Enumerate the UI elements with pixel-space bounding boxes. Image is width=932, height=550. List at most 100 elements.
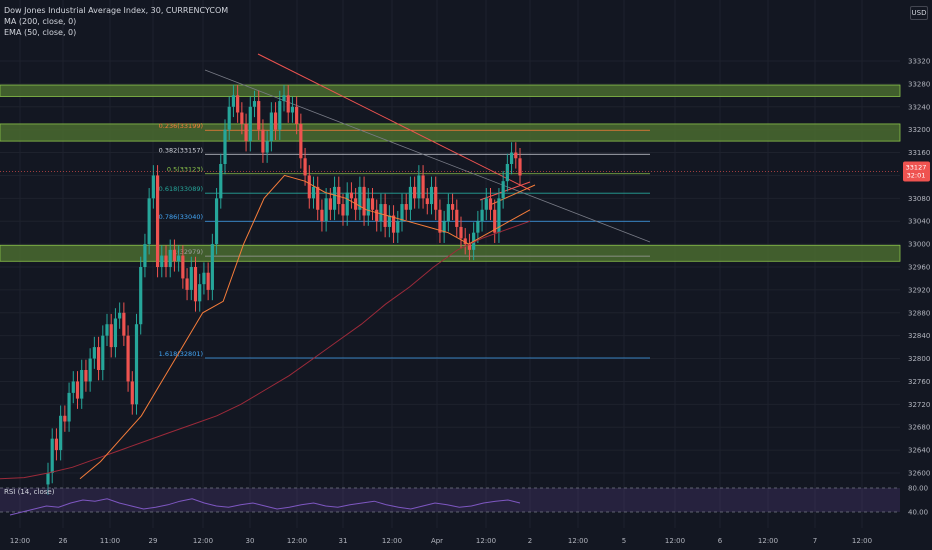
price-tick-label: 33280 — [908, 80, 930, 88]
candle-body — [219, 164, 223, 199]
candle-body — [210, 244, 214, 290]
price-tick-label: 33160 — [908, 149, 930, 157]
time-tick-label: 29 — [149, 537, 158, 545]
candle-body — [151, 175, 155, 199]
last-price-text: 33127 — [906, 163, 927, 171]
candle-body — [252, 101, 257, 107]
ema-indicator-label[interactable]: EMA (50, close, 0) — [4, 28, 77, 37]
candle-body — [139, 267, 143, 325]
ma-indicator-label[interactable]: MA (200, close, 0) — [4, 17, 77, 26]
time-tick-label: 11:00 — [100, 537, 120, 545]
candle-body — [417, 175, 421, 199]
candle-body — [362, 186, 366, 216]
candle-body — [290, 106, 295, 113]
symbol-title[interactable]: Dow Jones Industrial Average Index, 30, … — [4, 6, 229, 15]
candle-body — [438, 209, 442, 233]
candle-body — [46, 473, 50, 485]
candle-body — [375, 209, 379, 222]
candle-body — [446, 204, 450, 222]
rsi-indicator-label[interactable]: RSI (14, close) — [4, 488, 55, 496]
time-tick-label: 12:00 — [287, 537, 307, 545]
candle-body — [341, 204, 345, 216]
candle-body — [244, 123, 248, 142]
candle-body — [425, 198, 429, 205]
time-tick-label: 12:00 — [568, 537, 588, 545]
price-tick-label: 33200 — [908, 126, 930, 134]
candle-body — [450, 204, 455, 210]
currency-badge[interactable]: USD — [910, 6, 928, 20]
candle-body — [168, 249, 172, 267]
candle-body — [160, 255, 164, 267]
chart-legend: Dow Jones Industrial Average Index, 30, … — [4, 5, 228, 38]
candle-body — [164, 255, 168, 267]
fib-label: 0.382(33157) — [159, 146, 203, 154]
candle-body — [155, 175, 160, 267]
price-tick-label: 33000 — [908, 241, 930, 249]
time-axis[interactable]: 12:00 26 11:00 29 12:00 30 12:00 31 12:00 Apr 12:0… — [10, 537, 872, 545]
candle-body — [408, 186, 413, 210]
candle-body — [67, 392, 71, 422]
price-tick-label: 33080 — [908, 195, 930, 203]
price-tick-label: 32920 — [908, 286, 930, 294]
candle-body — [404, 204, 408, 210]
candle-body — [261, 129, 265, 153]
candle-body — [84, 370, 88, 382]
candle-body — [130, 381, 134, 405]
candle-body — [514, 152, 518, 159]
candlesticks — [46, 85, 522, 495]
candle-body — [387, 215, 391, 227]
candle-body — [122, 312, 126, 336]
candle-body — [349, 192, 354, 199]
time-tick-label: 12:00 — [10, 537, 30, 545]
candle-body — [147, 198, 151, 245]
candle-body — [109, 324, 113, 348]
candle-body — [286, 95, 290, 113]
fib-label: 1(32979) — [173, 248, 203, 256]
candle-body — [231, 95, 236, 107]
moving-averages — [0, 174, 531, 480]
ema50-line — [79, 174, 531, 480]
fib-label: 0.236(33199) — [159, 122, 203, 130]
price-tick-label: 33040 — [908, 218, 930, 226]
price-tick-label: 32760 — [908, 378, 930, 386]
last-price-box — [903, 161, 930, 182]
candle-body — [177, 255, 181, 262]
candle-body — [126, 335, 130, 382]
candle-body — [295, 106, 299, 124]
candle-body — [391, 215, 396, 233]
candle-body — [396, 221, 400, 233]
last-price-text: 32:01 — [907, 171, 926, 179]
candle-body — [299, 123, 303, 159]
candle-body — [269, 112, 273, 142]
fib-label: 1.618(32801) — [159, 350, 203, 358]
candle-body — [273, 112, 278, 130]
candle-body — [497, 198, 501, 233]
channel-line-upper — [204, 69, 651, 243]
candle-body — [413, 186, 417, 199]
candle-body — [337, 186, 341, 205]
price-tick-label: 32800 — [908, 355, 930, 363]
fibonacci-levels: 0.236(33199) 0.382(33157) 0.5(33123) 0.618(… — [159, 122, 650, 359]
candle-body — [105, 324, 109, 336]
candle-body — [206, 272, 210, 290]
candle-body — [88, 358, 92, 382]
candle-body — [172, 249, 177, 262]
price-axis[interactable]: 3332033280332403320033160331203308033040… — [908, 58, 930, 478]
candle-body — [434, 186, 438, 210]
candle-body — [518, 158, 522, 176]
fib-label: 0.618(33089) — [159, 185, 203, 193]
candle-body — [54, 438, 59, 451]
candle-body — [459, 226, 463, 239]
support-resistance-zones — [0, 84, 901, 262]
candle-body — [63, 415, 67, 422]
candle-body — [488, 198, 493, 210]
candle-body — [278, 101, 282, 130]
candle-body — [505, 164, 509, 182]
candle-body — [311, 186, 316, 199]
candle-body — [248, 106, 252, 142]
time-tick-label: 31 — [339, 537, 348, 545]
candle-body — [467, 244, 472, 250]
candle-body — [442, 221, 446, 233]
